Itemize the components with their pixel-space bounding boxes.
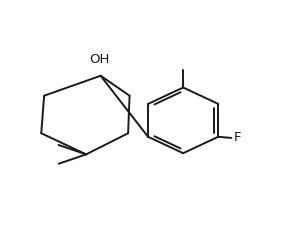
Text: F: F — [234, 131, 241, 144]
Text: OH: OH — [89, 53, 109, 66]
